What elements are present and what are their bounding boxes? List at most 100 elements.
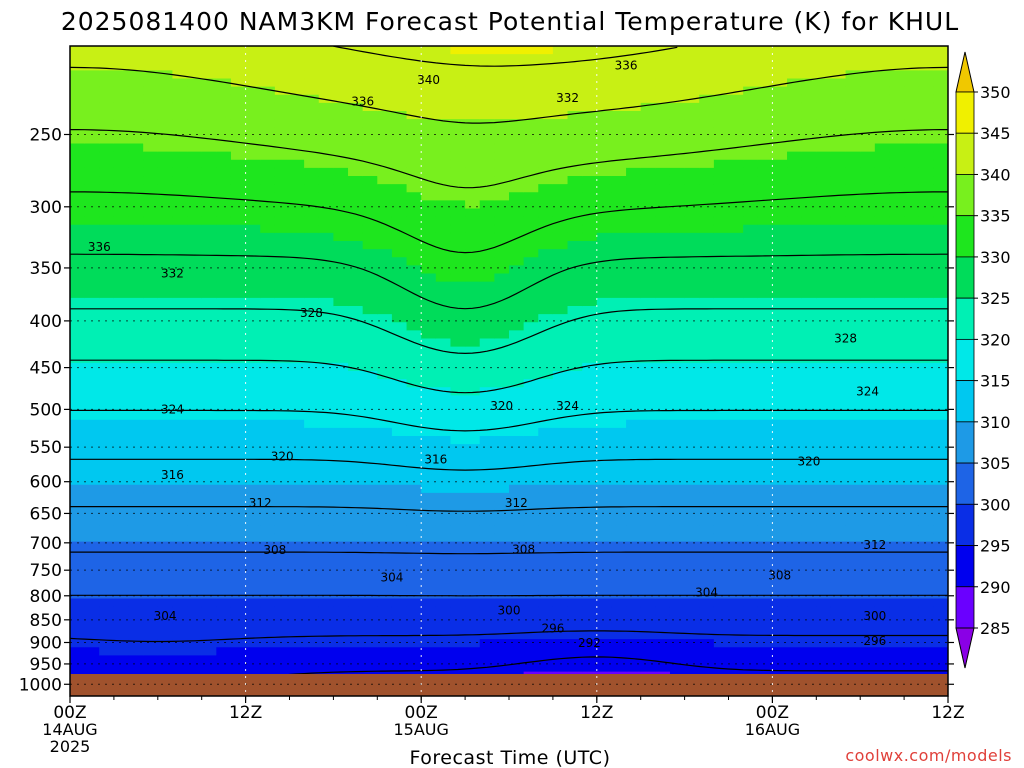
contour-label: 312 (505, 496, 528, 510)
contour-label-text: 316 (424, 452, 447, 466)
colorbar-segment (955, 174, 975, 217)
colorbar-label: 335 (980, 207, 1011, 226)
contour-label: 336 (615, 58, 638, 72)
contour-label-text: 328 (834, 331, 857, 345)
x-tick-label: 12Z (580, 703, 613, 723)
contour-300 (70, 594, 948, 597)
x-date-label: 14AUG (42, 720, 97, 739)
contour-label: 296 (541, 622, 564, 636)
contour-label: 332 (556, 91, 579, 105)
y-tick-label: 500 (30, 400, 62, 420)
contour-336 (70, 129, 948, 189)
contour-label-text: 320 (798, 454, 821, 468)
contour-label: 316 (161, 468, 184, 482)
contour-296 (70, 630, 948, 643)
colorbar-segment (955, 338, 975, 382)
color-bands (70, 46, 948, 696)
contour-label: 312 (249, 496, 272, 510)
contour-316 (70, 409, 948, 432)
x-year-label: 2025 (50, 737, 91, 756)
y-tick-label: 600 (30, 473, 62, 493)
colorbar-bottom-arrow (955, 627, 975, 669)
colorbar-label: 330 (980, 248, 1011, 267)
contour-label-text: 320 (490, 399, 513, 413)
contour-label: 328 (834, 331, 857, 345)
plot-area: 340 336 336 336 332 332 328 328 324 324 324 320 320 3… (70, 46, 948, 696)
y-tick-label: 650 (30, 504, 62, 524)
chart-title: 2025081400 NAM3KM Forecast Potential Tem… (61, 7, 959, 36)
contour-label-text: 332 (161, 267, 184, 281)
contour-label: 292 (578, 636, 601, 650)
contour-label-text: 312 (505, 496, 528, 510)
contour-label: 332 (161, 267, 184, 281)
contour-312 (70, 458, 948, 471)
x-tick-label: 12Z (229, 703, 262, 723)
y-tick-label: 250 (30, 125, 62, 145)
x-tick-label: 00Z (405, 703, 438, 723)
contour-label: 328 (300, 306, 323, 320)
contour-label-text: 300 (498, 603, 521, 617)
contour-label: 308 (768, 568, 791, 582)
colorbar-label: 300 (980, 495, 1011, 514)
colorbar-label: 295 (980, 537, 1011, 556)
colorbar-top-arrow (955, 51, 975, 93)
y-tick-label: 700 (30, 534, 62, 554)
colorbar-label: 285 (980, 619, 1011, 638)
colorbar-segment (955, 545, 975, 588)
contour-label: 324 (161, 402, 184, 416)
contour-label-text: 296 (541, 622, 564, 636)
contour-label: 308 (512, 543, 535, 557)
colorbar-segment (955, 91, 975, 134)
y-tick-label: 900 (30, 633, 62, 653)
contour-label-text: 312 (249, 496, 272, 510)
contour-label-text: 292 (578, 636, 601, 650)
contour-332 (70, 191, 948, 254)
contour-label-text: 304 (380, 571, 403, 585)
contour-328 (70, 253, 948, 310)
y-tick-label: 350 (30, 259, 62, 279)
contour-label-text: 320 (271, 449, 294, 463)
colorbar-segment (955, 132, 975, 175)
y-tick-label: 300 (30, 198, 62, 218)
colorbar-label: 350 (980, 83, 1011, 102)
contour-344 (333, 46, 678, 67)
colorbar-segment (955, 503, 975, 546)
colorbar-label: 325 (980, 289, 1011, 308)
y-tick-label: 850 (30, 611, 62, 631)
contour-340 (70, 66, 948, 124)
y-tick-label: 450 (30, 359, 62, 379)
contour-label: 300 (863, 609, 886, 623)
colorbar-label: 305 (980, 454, 1011, 473)
contour-labels: 340 336 336 336 332 332 328 328 324 324 324 320 320 3… (88, 58, 886, 650)
x-date-label: 16AUG (745, 720, 800, 739)
colorbar-label: 345 (980, 124, 1011, 143)
colorbar-label: 315 (980, 372, 1011, 391)
contour-324 (70, 308, 948, 355)
colorbar-label: 340 (980, 165, 1011, 184)
colorbar-label: 290 (980, 578, 1011, 597)
colorbar-label: 310 (980, 413, 1011, 432)
contour-label: 296 (863, 634, 886, 648)
y-tick-label: 1000 (19, 675, 62, 695)
colorbar-segment (955, 462, 975, 505)
contour-label-text: 308 (768, 568, 791, 582)
contour-304 (70, 551, 948, 555)
y-tick-label: 800 (30, 587, 62, 607)
x-date-label: 15AUG (393, 720, 448, 739)
colorbar-segment (955, 215, 975, 258)
contour-label-text: 336 (615, 58, 638, 72)
y-tick-label: 400 (30, 312, 62, 332)
contour-label: 336 (351, 94, 374, 108)
contour-label-text: 304 (154, 609, 177, 623)
contour-label: 320 (271, 449, 294, 463)
contour-label: 324 (856, 385, 879, 399)
y-tick-label: 750 (30, 561, 62, 581)
contour-label: 324 (556, 399, 579, 413)
x-axis-title: Forecast Time (UTC) (410, 747, 611, 768)
contour-label-text: 324 (856, 385, 879, 399)
colorbar-label: 320 (980, 330, 1011, 349)
x-tick-label: 12Z (931, 703, 964, 723)
contour-label-text: 316 (161, 468, 184, 482)
